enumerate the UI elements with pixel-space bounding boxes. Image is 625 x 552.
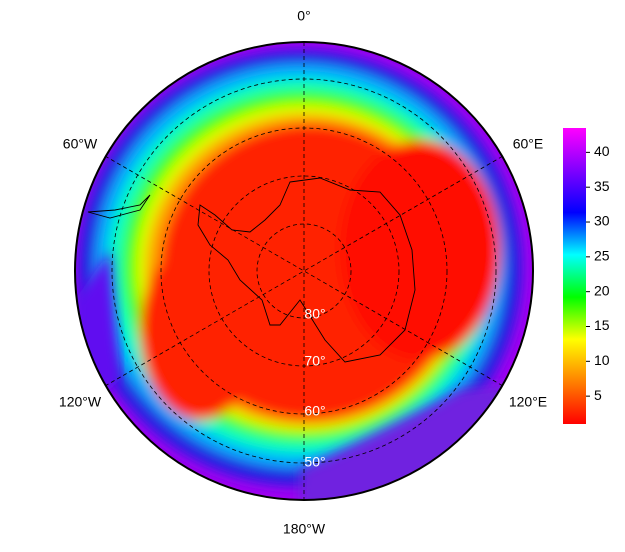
longitude-label: 120°W	[59, 394, 102, 410]
colorbar-tick-label: 35	[594, 178, 610, 194]
latitude-label: 60°	[304, 403, 325, 419]
latitude-label: 70°	[304, 353, 325, 369]
colorbar	[563, 128, 586, 424]
colorbar-tick-label: 10	[594, 352, 610, 368]
longitude-label: 60°E	[513, 136, 544, 152]
graticule	[104, 42, 504, 500]
longitude-label: 60°W	[63, 136, 98, 152]
longitude-label: 120°E	[509, 394, 547, 410]
colorbar-ticks: 5 10 15 20 25 30 35 40	[586, 143, 610, 403]
colorbar-tick-label: 25	[594, 248, 610, 264]
longitude-label: 180°W	[283, 521, 326, 537]
longitude-label: 0°	[297, 8, 310, 24]
colorbar-tick-label: 40	[594, 143, 610, 159]
colorbar-tick-label: 20	[594, 282, 610, 298]
colorbar-tick-label: 5	[594, 387, 602, 403]
latitude-label: 80°	[304, 306, 325, 322]
latitude-label: 50°	[304, 454, 325, 470]
map-border	[74, 41, 534, 501]
colorbar-tick-label: 30	[594, 213, 610, 229]
colorbar-tick-label: 15	[594, 317, 610, 333]
